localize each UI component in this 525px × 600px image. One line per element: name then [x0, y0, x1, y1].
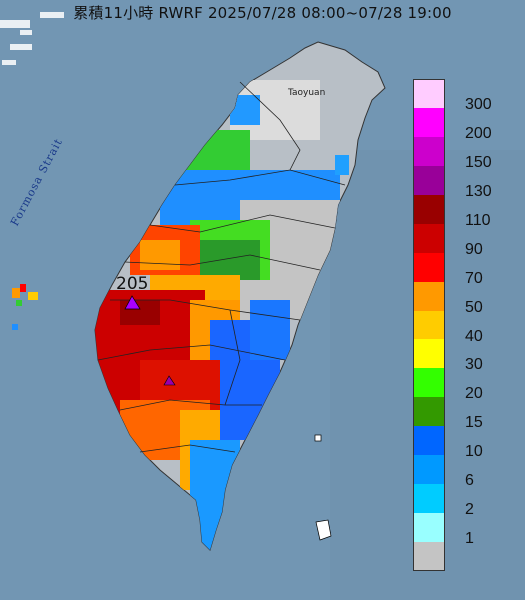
legend-row: 200 [413, 107, 518, 142]
green-island [314, 434, 322, 442]
legend-label: 20 [465, 385, 483, 403]
legend-swatch [413, 455, 445, 485]
legend-swatch [413, 368, 445, 398]
legend-row: 50 [413, 281, 518, 316]
legend-label: 15 [465, 414, 483, 432]
legend-row: 15 [413, 397, 518, 431]
peak-value-label: 205 [116, 274, 149, 294]
legend-label: 10 [465, 443, 483, 461]
map-title: 累積11小時 RWRF 2025/07/28 08:00~07/28 19:00 [73, 4, 452, 22]
legend-swatch [413, 310, 445, 340]
legend-label: 2 [465, 501, 474, 519]
legend-row [413, 542, 518, 571]
legend-swatch [413, 484, 445, 514]
legend-swatch [413, 339, 445, 369]
cloud-speckles [0, 12, 64, 65]
peak-marker [124, 295, 141, 310]
legend-swatch [413, 252, 445, 282]
legend-row: 40 [413, 310, 518, 345]
legend-swatch [413, 136, 445, 166]
legend-label: 90 [465, 240, 483, 258]
legend-label: 300 [465, 96, 492, 113]
legend-swatch [413, 397, 445, 427]
legend-row: 30 [413, 339, 518, 373]
color-legend: 300 200 150 130 110 90 70 50 40 30 20 15 10 6 2 1 [413, 79, 518, 571]
legend-label: 200 [465, 124, 492, 142]
legend-row: 6 [413, 455, 518, 489]
legend-label: 30 [465, 356, 483, 374]
legend-swatch [413, 426, 445, 456]
legend-row: 2 [413, 484, 518, 518]
legend-swatch [413, 542, 445, 571]
legend-swatch [413, 513, 445, 543]
legend-row: 150 [413, 136, 518, 171]
legend-swatch [413, 194, 445, 224]
legend-label: 150 [465, 153, 492, 171]
legend-label: 110 [465, 211, 491, 229]
legend-row: 10 [413, 426, 518, 460]
legend-row: 20 [413, 368, 518, 402]
legend-label: 130 [465, 182, 492, 200]
legend-row: 130 [413, 165, 518, 200]
legend-swatch [413, 281, 445, 311]
legend-label: 50 [465, 298, 483, 316]
legend-label: 1 [465, 530, 474, 548]
legend-swatch [413, 107, 445, 137]
legend-swatch [413, 79, 445, 108]
legend-label: 6 [465, 472, 474, 490]
orchid-island [315, 519, 332, 541]
legend-row: 90 [413, 223, 518, 258]
legend-row: 300 [413, 79, 518, 113]
legend-row: 70 [413, 252, 518, 287]
legend-label: 70 [465, 269, 483, 287]
city-label: Taoyuan [288, 88, 326, 98]
secondary-peak-marker [163, 375, 176, 386]
legend-row: 1 [413, 513, 518, 547]
legend-row: 110 [413, 194, 518, 229]
legend-swatch [413, 223, 445, 253]
county-boundaries [97, 81, 346, 453]
legend-label: 40 [465, 327, 483, 345]
penghu-islands [12, 284, 38, 330]
legend-swatch [413, 165, 445, 195]
